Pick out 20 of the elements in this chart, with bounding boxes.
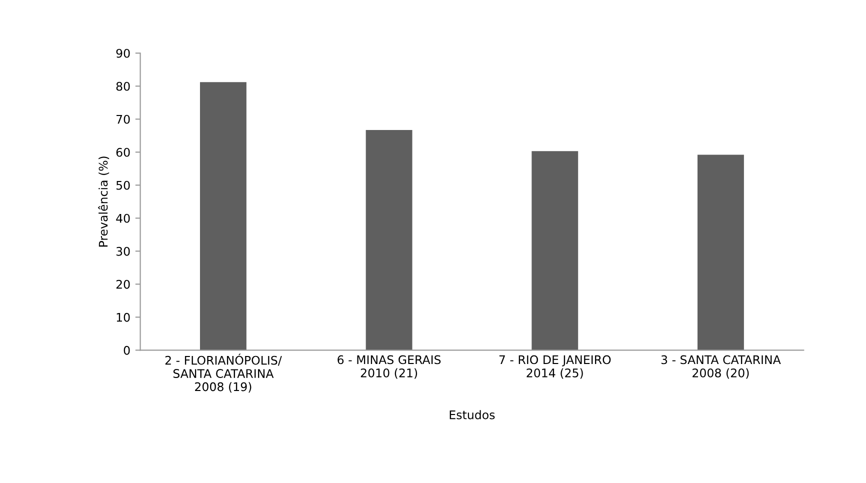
y-tick-label: 0 [124, 346, 130, 355]
x-axis-title: Estudos [450, 410, 495, 420]
x-tick-label: 6 - MINAS GERAIS 2010 (21) [338, 355, 441, 379]
y-tick-label: 10 [116, 312, 130, 322]
y-axis-title: Prevalência (%) [98, 156, 110, 247]
bar [698, 154, 744, 350]
x-tick-label: 2 - FLORIANÓPOLIS/ SANTA CATARINA 2008 (19) [165, 354, 282, 393]
y-tick-label: 40 [116, 214, 130, 223]
y-tick-label: 70 [116, 114, 130, 124]
bar [532, 151, 578, 350]
y-tick-label: 30 [116, 246, 130, 256]
y-tick-label: 60 [116, 148, 130, 157]
x-tick-label: 3 - SANTA CATARINA 2008 (20) [661, 355, 781, 379]
y-tick-label: 90 [116, 48, 130, 58]
y-tick-label: 80 [116, 82, 130, 91]
y-tick-label: 50 [116, 180, 130, 190]
bar [200, 82, 246, 350]
x-tick-label: 7 - RIO DE JANEIRO 2014 (25) [499, 355, 611, 379]
bar [366, 130, 412, 350]
y-tick-label: 20 [116, 280, 130, 289]
